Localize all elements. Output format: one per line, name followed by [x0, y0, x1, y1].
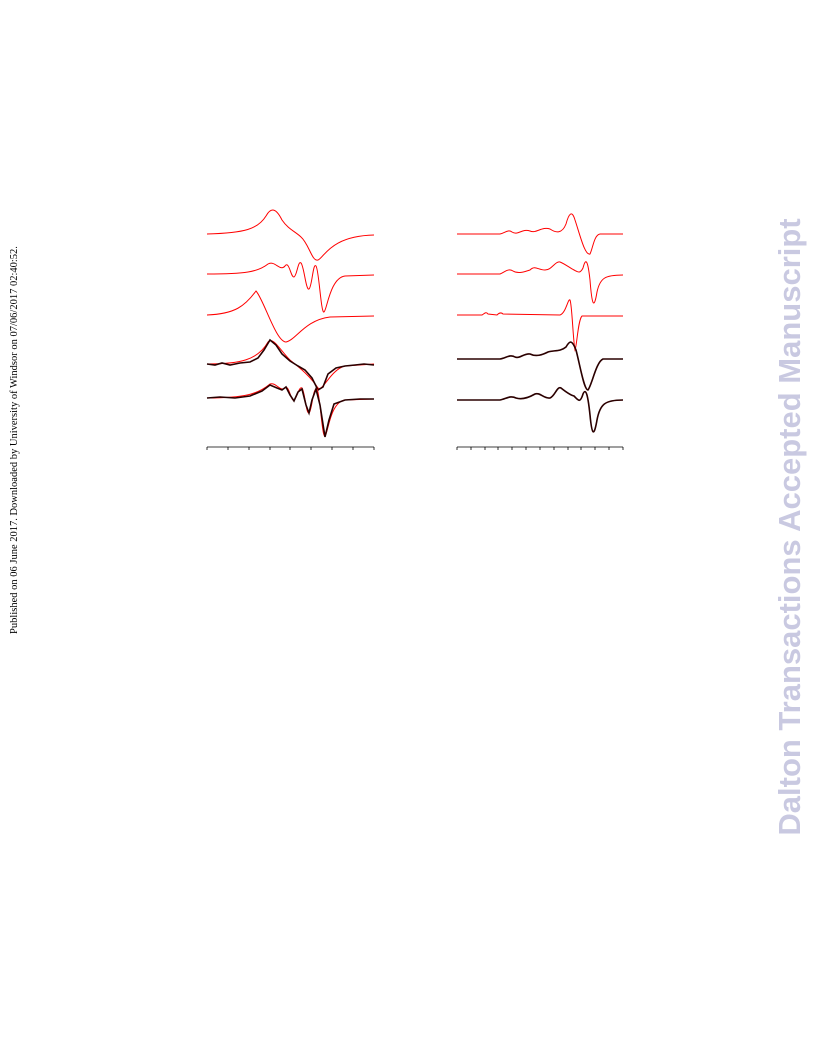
trace — [206, 262, 375, 313]
x-axis — [206, 446, 375, 450]
side-note: Published on 06 June 2017. Downloaded by… — [9, 246, 20, 634]
x-axis — [456, 446, 624, 450]
trace — [457, 341, 623, 391]
figure-left — [206, 209, 375, 450]
trace — [457, 386, 624, 433]
trace — [457, 261, 624, 304]
watermark: Dalton Transactions Accepted Manuscript — [772, 218, 807, 835]
trace — [206, 384, 374, 438]
trace — [457, 213, 623, 255]
trace — [206, 338, 375, 392]
trace — [206, 383, 375, 437]
figure-right — [456, 213, 624, 450]
trace — [206, 209, 375, 261]
trace — [206, 290, 375, 343]
trace — [457, 299, 623, 352]
